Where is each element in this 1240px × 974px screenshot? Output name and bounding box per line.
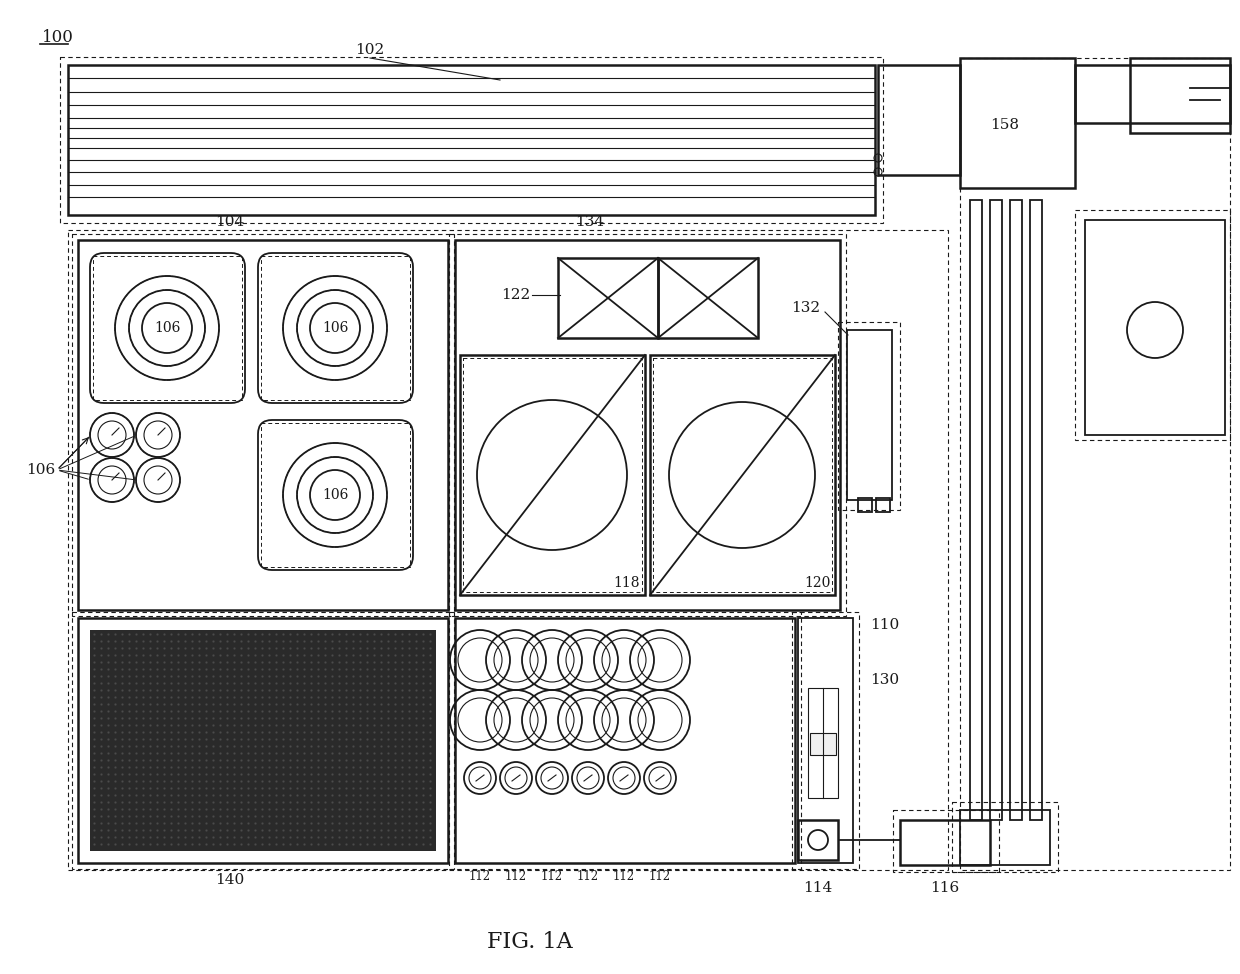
Bar [650,355,835,595]
Text: 114: 114 [804,881,832,895]
Text: 106: 106 [322,321,348,335]
Bar [960,58,1075,188]
Text: 106: 106 [154,321,180,335]
Bar [449,612,801,869]
Bar [810,733,836,755]
Bar [1130,58,1230,133]
Bar [893,810,999,872]
Bar [78,618,448,863]
Text: 140: 140 [216,873,244,887]
Bar [960,58,1230,870]
Bar [658,258,758,338]
Text: 104: 104 [216,215,244,229]
Text: FIG. 1A: FIG. 1A [487,931,573,953]
Text: 112: 112 [541,870,563,882]
Text: 100: 100 [42,29,74,47]
Bar [799,618,853,863]
Bar [68,65,875,215]
Bar [799,820,838,860]
Bar [875,498,890,512]
Bar [460,355,645,595]
Bar [463,358,642,592]
Bar [1011,200,1022,820]
Bar [858,498,872,512]
Bar [970,200,982,820]
Text: 116: 116 [930,881,960,895]
Text: 118: 118 [614,576,640,590]
Bar [60,57,883,223]
Bar [558,258,658,338]
Bar [449,234,846,616]
Bar [878,65,960,175]
Bar [900,820,990,865]
Bar [1075,210,1230,440]
Text: 122: 122 [501,288,529,302]
Bar [653,358,832,592]
Bar [838,322,900,510]
Text: 120: 120 [804,576,831,590]
Bar [72,234,454,616]
Text: 134: 134 [575,215,605,229]
Bar [847,330,892,500]
Text: 158: 158 [991,118,1019,132]
Bar [455,240,839,610]
Bar [455,618,795,863]
Text: 102: 102 [356,43,384,57]
Text: 106: 106 [322,488,348,502]
Bar [960,810,1050,865]
Text: 112: 112 [649,870,671,882]
Text: 106: 106 [26,463,55,477]
Bar [260,423,410,567]
Bar [808,688,838,798]
Bar [952,802,1058,872]
Bar [1085,220,1225,435]
Bar [91,630,436,851]
Bar [260,256,410,400]
Text: 110: 110 [870,618,899,632]
Text: 130: 130 [870,673,899,687]
Text: 112: 112 [469,870,491,882]
Bar [990,200,1002,820]
Bar [1030,200,1042,820]
Text: 112: 112 [577,870,599,882]
Bar [78,240,448,610]
Bar [68,230,949,870]
Bar [93,256,242,400]
Bar [72,612,454,869]
Bar [1075,65,1230,123]
Text: 112: 112 [505,870,527,882]
Bar [792,612,859,869]
Text: 112: 112 [613,870,635,882]
Text: 132: 132 [791,301,820,315]
